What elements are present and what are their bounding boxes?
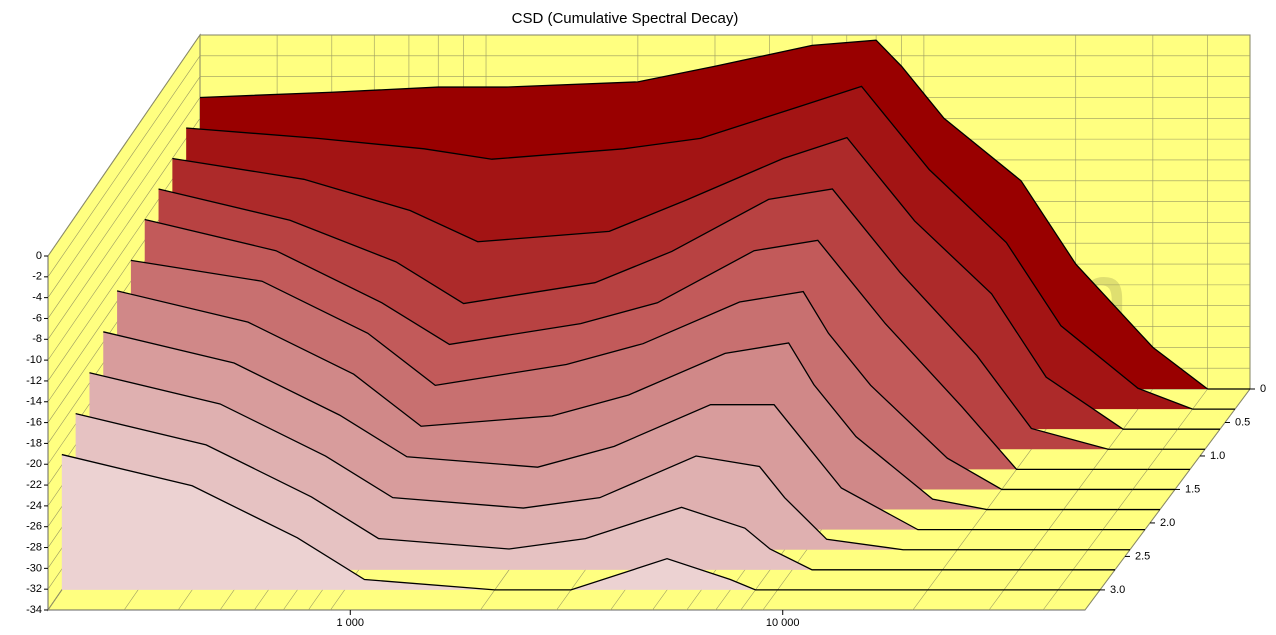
slice-outline	[144, 218, 1148, 471]
z-tick-label: 2.0	[1160, 517, 1175, 529]
slice-outline	[130, 259, 1133, 491]
grid-line	[47, 76, 201, 298]
y-tick-label: -26	[26, 521, 42, 533]
x-tick-label: 1 000	[337, 617, 365, 629]
decay-slice	[89, 372, 1088, 550]
chart-title: CSD (Cumulative Spectral Decay)	[512, 10, 739, 27]
y-tick-label: 0	[36, 250, 42, 262]
y-tick-label: -14	[26, 396, 42, 408]
grid-line	[1084, 388, 1251, 611]
z-tick-label: 2.5	[1135, 550, 1150, 562]
y-tick-label: -18	[26, 437, 42, 449]
slice-outline	[89, 372, 1088, 551]
y-tick-label: -10	[26, 354, 42, 366]
y-tick-label: -8	[32, 333, 42, 345]
slice-outline	[186, 85, 1193, 410]
grid-line	[988, 388, 1154, 611]
z-tick-label: 1.5	[1185, 483, 1200, 495]
grid-line	[47, 97, 201, 319]
y-tick-label: -24	[26, 500, 42, 512]
y-tick-label: -34	[26, 604, 42, 616]
slice-outline	[75, 413, 1073, 571]
y-tick-label: -30	[26, 562, 42, 574]
slice-outline	[103, 331, 1103, 531]
y-tick-label: -4	[32, 292, 42, 304]
slice-outline	[61, 453, 1059, 591]
z-tick-label: 3.0	[1110, 584, 1125, 596]
decay-slice	[61, 454, 1059, 590]
grid-line	[47, 55, 201, 277]
y-tick-label: -32	[26, 583, 42, 595]
decay-slice	[75, 413, 1073, 570]
y-tick-label: -28	[26, 541, 42, 553]
slice-outline	[172, 136, 1178, 430]
slice-outline	[116, 290, 1118, 511]
y-tick-label: -22	[26, 479, 42, 491]
y-tick-label: -16	[26, 416, 42, 428]
z-tick-label: 0.5	[1235, 416, 1250, 428]
y-tick-label: -6	[32, 312, 42, 324]
grid-line	[1042, 388, 1208, 611]
z-tick-label: 1.0	[1210, 450, 1225, 462]
grid-line	[47, 34, 201, 257]
slice-outline	[158, 188, 1163, 450]
z-tick-label: 0	[1260, 383, 1266, 395]
slice-outline	[199, 39, 1208, 390]
y-tick-label: -2	[32, 271, 42, 283]
x-tick-label: 10 000	[766, 617, 800, 629]
grid-line	[47, 118, 201, 340]
y-tick-label: -12	[26, 375, 42, 387]
y-tick-label: -20	[26, 458, 42, 470]
